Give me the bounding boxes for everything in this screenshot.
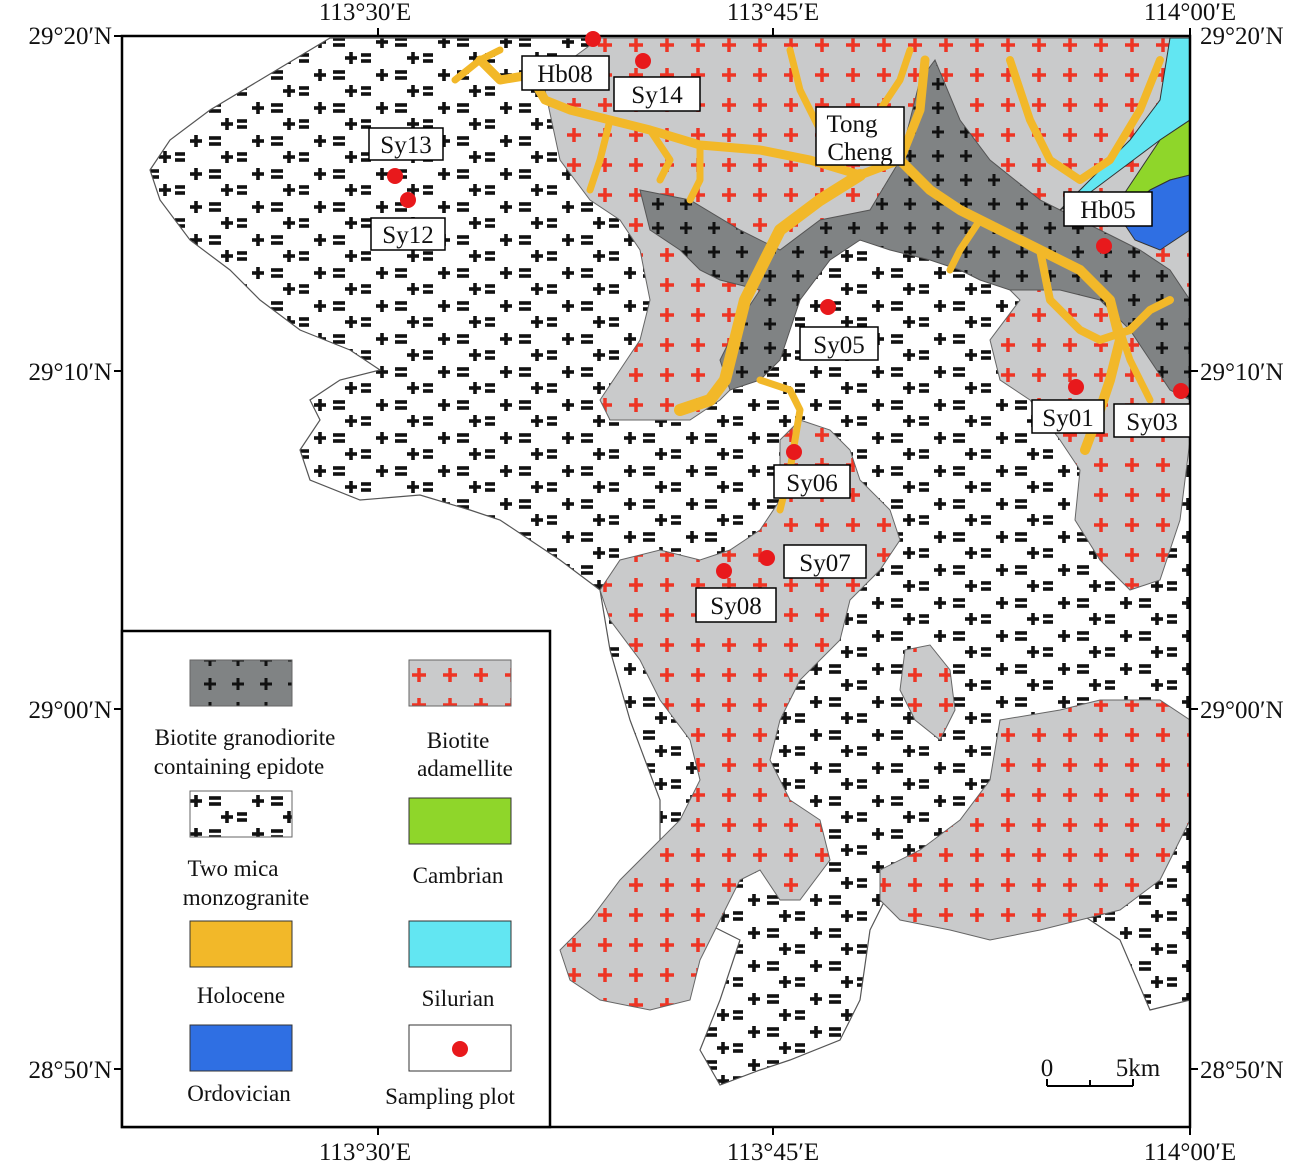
legend: Biotite granodiorite containing epidote … — [120, 629, 552, 1129]
legend-swatch-adamellite — [408, 659, 512, 707]
legend-label-monzogranite-1: Two mica — [187, 856, 278, 881]
sample-label-sy05: Sy05 — [813, 332, 864, 359]
granodiorite-unit — [639, 59, 1190, 401]
sample-point-sy08 — [716, 563, 732, 579]
lon-label-top-3: 114°00′E — [1144, 0, 1236, 26]
sample-point-hb08 — [585, 31, 601, 47]
sample-label-sy14: Sy14 — [631, 82, 683, 109]
map-body — [149, 37, 1190, 1086]
legend-label-sampling: Sampling plot — [385, 1084, 515, 1109]
sample-label-hb08: Hb08 — [537, 61, 593, 88]
legend-label-monzogranite-2: monzogranite — [183, 885, 309, 910]
legend-swatch-holocene — [189, 920, 293, 968]
town-label: Tong Cheng — [815, 106, 905, 166]
sample-points — [387, 31, 1189, 579]
right-latitude-labels: 29°20′N 29°10′N 29°00′N 28°50′N — [1200, 23, 1284, 1084]
sample-point-sy14 — [635, 53, 651, 69]
legend-label-granodiorite-1: Biotite granodiorite — [155, 725, 336, 750]
sample-point-sy06 — [786, 444, 802, 460]
sample-label-sy06: Sy06 — [786, 470, 837, 497]
sample-label-hb05: Hb05 — [1080, 197, 1136, 224]
sample-label-sy01: Sy01 — [1042, 405, 1093, 432]
scale-distance: 5km — [1116, 1055, 1161, 1082]
sample-label-sy03: Sy03 — [1126, 409, 1177, 436]
sample-point-sy13 — [387, 168, 403, 184]
legend-label-silurian: Silurian — [422, 986, 495, 1011]
legend-swatch-ordovician — [189, 1024, 293, 1072]
bottom-longitude-labels: 113°30′E 113°45′E 114°00′E — [319, 1139, 1236, 1166]
sample-point-sy05 — [820, 299, 836, 315]
legend-label-adamellite-1: Biotite — [427, 728, 490, 753]
lat-label-right-3: 29°00′N — [1200, 697, 1284, 724]
legend-label-adamellite-2: adamellite — [417, 756, 513, 781]
legend-label-ordovician: Ordovician — [187, 1081, 291, 1106]
lat-label-left-3: 29°00′N — [28, 697, 112, 724]
lat-label-right-2: 29°10′N — [1200, 359, 1284, 386]
lon-label-top-1: 113°30′E — [319, 0, 411, 26]
lat-label-left-1: 29°20′N — [28, 23, 112, 50]
legend-label-holocene: Holocene — [197, 983, 285, 1008]
sample-point-hb05 — [1096, 238, 1112, 254]
frame-ticks — [114, 28, 1198, 1135]
map-frame — [120, 34, 1192, 1129]
sample-point-sy03 — [1173, 383, 1189, 399]
adamellite-unit-east — [879, 699, 1190, 941]
sample-label-sy13: Sy13 — [380, 132, 431, 159]
lat-label-right-1: 29°20′N — [1200, 23, 1284, 50]
sample-label-sy08: Sy08 — [710, 593, 761, 620]
adamellite-unit-small — [899, 644, 956, 741]
ordovician-unit — [1124, 174, 1190, 251]
lon-label-top-2: 113°45′E — [727, 0, 819, 26]
lat-label-left-2: 29°10′N — [28, 359, 112, 386]
scale-zero: 0 — [1041, 1055, 1054, 1082]
legend-swatch-silurian — [408, 920, 512, 968]
sample-point-sy01 — [1068, 379, 1084, 395]
lon-label-bottom-1: 113°30′E — [319, 1139, 411, 1166]
sample-label-sy07: Sy07 — [799, 550, 850, 577]
legend-swatch-granodiorite — [189, 659, 293, 707]
scale-bar: 0 5km — [1041, 1055, 1161, 1087]
lon-label-bottom-3: 114°00′E — [1144, 1139, 1236, 1166]
legend-label-granodiorite-2: containing epidote — [154, 754, 325, 779]
legend-swatch-cambrian — [408, 797, 512, 845]
town-name-line2: Cheng — [827, 139, 893, 166]
lon-label-bottom-2: 113°45′E — [727, 1139, 819, 1166]
lat-label-right-4: 28°50′N — [1200, 1057, 1284, 1084]
sample-label-sy12: Sy12 — [382, 222, 433, 249]
lat-label-left-4: 28°50′N — [28, 1057, 112, 1084]
legend-sample-dot — [452, 1041, 468, 1057]
sample-labels: Hb08 Sy14 Sy13 Sy12 Hb05 Sy05 Sy01 Sy03 … — [368, 55, 1191, 623]
sample-point-sy07 — [759, 550, 775, 566]
town-name-line1: Tong — [826, 111, 878, 138]
legend-swatch-monzogranite — [189, 790, 293, 838]
sample-point-sy12 — [400, 192, 416, 208]
top-longitude-labels: 113°30′E 113°45′E 114°00′E — [319, 0, 1236, 26]
left-latitude-labels: 29°20′N 29°10′N 29°00′N 28°50′N — [28, 23, 112, 1084]
legend-label-cambrian: Cambrian — [413, 863, 504, 888]
